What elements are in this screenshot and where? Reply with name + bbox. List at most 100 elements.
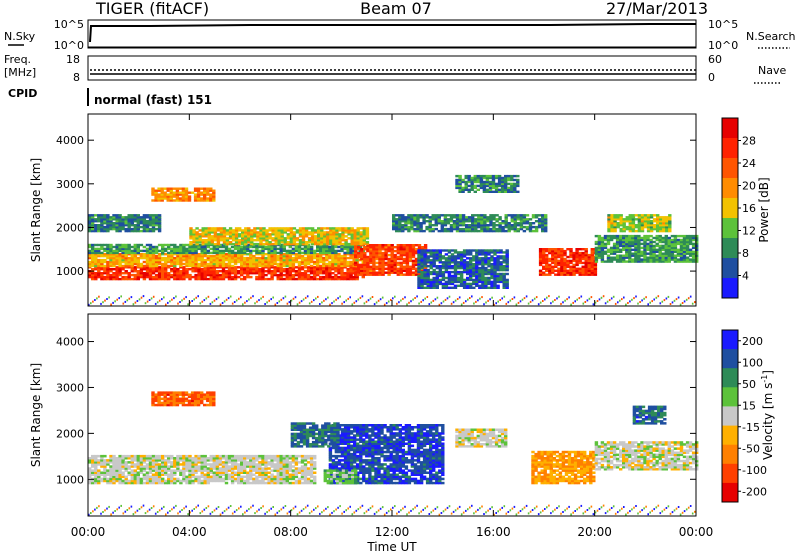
power-cell — [194, 262, 198, 266]
power-cell — [458, 184, 462, 188]
power-cell — [695, 252, 699, 255]
power-cell — [313, 249, 317, 253]
noise-pixel — [156, 301, 159, 304]
power-cell — [634, 218, 639, 221]
power-cell — [658, 246, 662, 250]
power-cell — [475, 249, 479, 252]
noise-pixel — [296, 303, 299, 306]
power-cell — [393, 257, 397, 261]
power-cell — [417, 259, 421, 262]
power-cell — [246, 245, 250, 249]
power-cell — [504, 214, 508, 217]
velocity-cell — [112, 471, 116, 474]
power-cell — [408, 265, 413, 268]
power-cell — [353, 242, 357, 246]
power-cell — [127, 218, 131, 221]
power-cell — [94, 268, 98, 271]
power-cell — [170, 268, 174, 271]
power-cell — [491, 186, 496, 190]
velocity-cell — [103, 463, 107, 466]
power-cell — [603, 244, 608, 248]
power-cell — [411, 261, 416, 265]
power-cell — [426, 272, 430, 276]
power-cell — [247, 231, 251, 234]
velocity-cell — [115, 465, 119, 468]
power-cell — [390, 255, 394, 259]
power-cell — [145, 251, 150, 255]
power-cell — [449, 229, 454, 233]
noise-pixel — [483, 303, 485, 306]
power-cell — [176, 247, 180, 251]
power-cell — [331, 251, 335, 255]
power-cell — [502, 261, 506, 264]
power-cell — [240, 264, 244, 268]
noise-pixel — [677, 296, 680, 299]
power-cell — [103, 247, 107, 251]
power-cell — [378, 267, 382, 270]
power-cell — [476, 174, 480, 178]
power-cell — [215, 258, 220, 262]
power-cell — [487, 276, 491, 280]
power-cell — [566, 263, 570, 267]
power-cell — [411, 263, 416, 267]
power-cell — [405, 257, 410, 261]
power-cell — [411, 255, 416, 259]
power-cell — [472, 249, 476, 252]
noise-pixel — [641, 299, 643, 302]
power-cell — [667, 250, 671, 253]
power-cell — [490, 274, 494, 278]
power-cell — [127, 277, 131, 281]
power-cell — [458, 180, 462, 184]
power-cell — [405, 261, 410, 265]
power-cell — [167, 266, 171, 269]
power-cell — [548, 248, 552, 251]
power-cell — [649, 238, 653, 242]
power-cell — [197, 262, 201, 266]
noise-pixel — [554, 299, 556, 301]
power-cell — [646, 214, 651, 217]
power-cell — [665, 220, 669, 223]
power-cell — [170, 260, 174, 264]
power-cell — [450, 280, 455, 284]
power-cell — [426, 265, 430, 268]
power-cell — [270, 258, 274, 262]
noise-pixel — [614, 302, 617, 305]
power-cell — [431, 214, 435, 217]
power-cell — [314, 239, 318, 242]
power-cell — [213, 237, 218, 240]
power-cell — [664, 238, 668, 242]
power-cell — [224, 273, 229, 277]
power-cell — [151, 245, 156, 249]
power-cell — [265, 237, 269, 240]
power-cell — [652, 250, 656, 253]
power-cell — [676, 240, 681, 244]
power-cell — [634, 238, 638, 242]
noise-pixel — [546, 296, 548, 299]
power-cell — [482, 188, 487, 191]
power-cell — [402, 267, 406, 270]
power-cell — [513, 188, 517, 191]
power-cell — [483, 218, 487, 221]
power-cell — [100, 251, 104, 255]
power-cell — [118, 225, 122, 229]
power-cell — [200, 245, 204, 249]
noise-pixel — [246, 300, 248, 303]
power-cell — [452, 224, 457, 227]
power-cell — [459, 282, 464, 286]
power-cell — [124, 272, 128, 275]
power-cell — [103, 264, 107, 268]
power-cell — [516, 227, 520, 231]
power-cell — [215, 273, 220, 277]
power-cell — [250, 235, 254, 238]
power-cell — [363, 248, 367, 251]
power-cell — [212, 273, 216, 277]
power-cell — [484, 270, 488, 274]
power-cell — [194, 266, 198, 269]
power-cell — [435, 274, 439, 278]
power-cell — [184, 199, 189, 202]
power-cell — [210, 237, 214, 240]
power-cell — [392, 227, 396, 231]
power-cell — [484, 280, 488, 284]
power-cell — [106, 260, 110, 264]
